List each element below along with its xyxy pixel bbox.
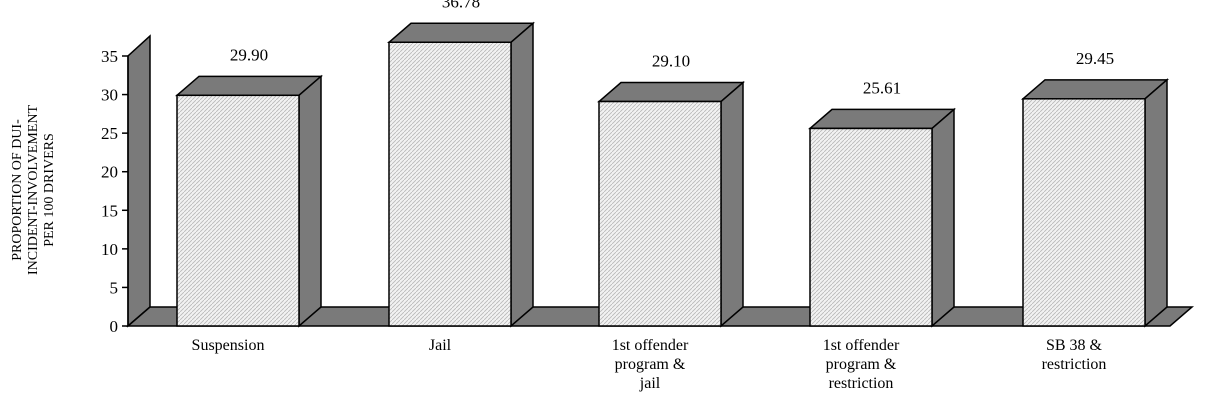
- bar-value-label: 29.90: [230, 45, 268, 64]
- bar: 29.90: [174, 45, 324, 328]
- bar: 25.61: [807, 78, 957, 328]
- bars: 29.90 36.78 29.10 25.61 29.45: [174, 0, 1170, 328]
- bar: 36.78: [386, 0, 536, 328]
- bar-value-label: 25.61: [863, 78, 901, 97]
- x-tick-label: Jail: [429, 337, 452, 354]
- y-tick-label: 5: [110, 278, 119, 297]
- x-tick-label-line: Suspension: [192, 337, 265, 354]
- y-axis-title-line: INCIDENT-INVOLVEMENT: [26, 105, 41, 276]
- y-axis-title: PROPORTION OF DUI-INCIDENT-INVOLVEMENTPE…: [10, 105, 57, 276]
- y-tick-label: 10: [101, 240, 118, 259]
- bar-front-face: [598, 100, 722, 327]
- bar-top-face: [174, 75, 324, 97]
- bar-side-face: [720, 80, 744, 328]
- bar-front-face: [809, 127, 933, 327]
- y-axis-title-line: PER 100 DRIVERS: [42, 133, 57, 247]
- bar-top-face: [807, 108, 957, 130]
- category-labels: Suspension Jail 1st offender program & jail1…: [192, 337, 1107, 392]
- back-wall: [127, 34, 151, 328]
- bar-side-face: [1144, 78, 1168, 328]
- x-tick-label-line: restriction: [1042, 356, 1107, 373]
- x-tick-label-line: 1st offender: [612, 337, 689, 354]
- bar-front-face: [176, 94, 300, 327]
- x-tick-label-line: jail: [639, 375, 661, 392]
- bar: 29.10: [596, 52, 746, 328]
- y-tick-label: 30: [101, 86, 118, 105]
- bar-side-face: [510, 21, 534, 328]
- bar-top-face: [1020, 79, 1170, 100]
- back-wall-panel: [127, 34, 151, 328]
- bar-front-face: [1022, 98, 1146, 327]
- x-tick-label: SB 38 & restriction: [1042, 337, 1107, 373]
- bar-side-face: [298, 74, 322, 328]
- x-tick-label: 1st offender program & jail: [612, 337, 689, 392]
- y-tick-label: 0: [110, 317, 119, 336]
- bar-value-label: 29.10: [652, 52, 690, 71]
- bar-value-label: 29.45: [1076, 49, 1114, 68]
- bar: 29.45: [1020, 49, 1170, 328]
- y-axis-title-text: PROPORTION OF DUI-INCIDENT-INVOLVEMENTPE…: [10, 105, 57, 276]
- bar-front-face: [388, 41, 512, 327]
- bar-top-face: [596, 81, 746, 103]
- x-tick-label: Suspension: [192, 337, 265, 354]
- y-tick-label: 20: [101, 163, 118, 182]
- y-tick-label: 25: [101, 124, 118, 143]
- y-axis-title-line: PROPORTION OF DUI-: [10, 119, 25, 261]
- bar-side-face: [931, 107, 955, 328]
- y-tick-label: 15: [101, 201, 118, 220]
- x-tick-label-line: program &: [615, 356, 686, 373]
- bar-value-label: 36.78: [442, 0, 480, 11]
- x-tick-label-line: SB 38 &: [1046, 337, 1103, 354]
- y-tick-label: 35: [101, 47, 118, 66]
- x-tick-label-line: 1st offender: [823, 337, 900, 354]
- x-tick-label: 1st offender program & restriction: [823, 337, 900, 392]
- x-tick-label-line: Jail: [429, 337, 452, 354]
- x-tick-label-line: restriction: [829, 375, 894, 392]
- y-axis: 0 5 10 15 20 25 30 35: [101, 47, 129, 336]
- bar-top-face: [386, 22, 536, 44]
- x-tick-label-line: program &: [826, 356, 897, 373]
